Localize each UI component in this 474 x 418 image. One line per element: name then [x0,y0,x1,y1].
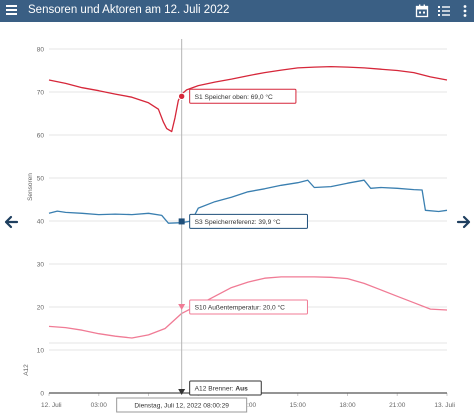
tooltip-a12-box [189,380,262,396]
cursor-marker-2 [178,218,185,225]
cursor-marker-1 [177,92,186,101]
cursor-date-label: Dienstag, Juli 12, 2022 08:00:29 [134,403,229,410]
y-tick-label: 40 [37,219,45,226]
page-title: Sensoren und Aktoren am 12. Juli 2022 [28,4,230,16]
tooltip-a12-value: Aus [235,386,248,393]
y-tick-label: 70 [37,90,45,97]
more-vertical-icon[interactable] [458,4,472,18]
x-tick-label: 12:00 [240,402,257,409]
tooltip-a12-text: A12 Brenner: Aus [195,386,248,393]
y-tick-label: 0 [40,391,44,398]
tooltip-3-box [189,299,308,315]
x-tick-label: 21:00 [389,402,406,409]
y-tick-label: 30 [37,262,45,269]
cursor-marker-3 [178,304,186,310]
tooltip-3-text: S10 Außentemperatur: 20,0 °C [195,304,285,312]
arrow-right-icon[interactable] [456,214,472,230]
y-axis-label-sensoren: Sensoren [27,173,34,201]
y-tick-label: 80 [37,47,45,54]
tooltip-1-box [189,88,297,104]
cursor-marker-a12 [178,389,186,395]
calendar-icon[interactable] [415,4,429,18]
chart-series [48,65,448,394]
x-tick-label: 12. Juli [41,402,62,409]
x-tick-label: 13. Juli [434,402,455,409]
series-line-1 [48,65,448,133]
list-icon[interactable] [437,4,451,18]
tooltip-2-text: S3 Speicherreferenz: 39,9 °C [195,218,281,226]
y-tick-label: 50 [37,176,45,183]
y-tick-label: 60 [37,133,45,140]
cursor-date-box [116,397,248,413]
chart-cursor: S1 Speicher oben: 69,0 °C S3 Speicherrefe… [116,39,308,413]
x-tick-label: 18:00 [339,402,356,409]
app-header: Sensoren und Aktoren am 12. Juli 2022 [0,0,474,22]
tooltip-1-text: S1 Speicher oben: 69,0 °C [195,93,273,101]
menu-icon[interactable] [6,5,17,17]
x-tick-label: 15:00 [290,402,307,409]
y-axis-label-a12: A12 [23,364,30,376]
y-tick-label: 10 [37,348,45,355]
x-tick-label: 03:00 [91,402,108,409]
series-line-2 [48,179,448,224]
arrow-left-icon[interactable] [3,214,19,230]
series-line-3 [48,276,448,339]
tooltip-2-box [189,213,308,229]
y-tick-label: 20 [37,305,45,312]
